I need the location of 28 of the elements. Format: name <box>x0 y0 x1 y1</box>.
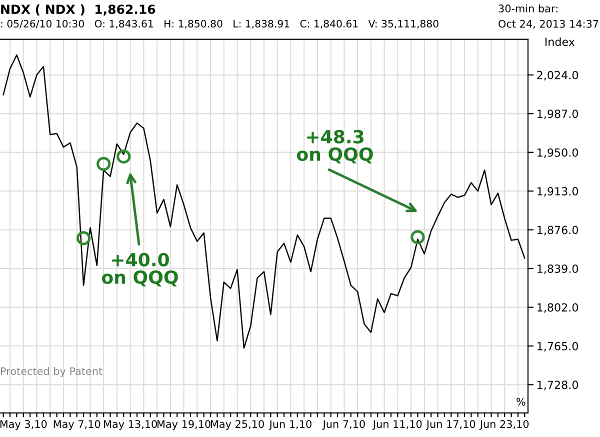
text: Oct 24, 2013 14:37 <box>498 20 598 29</box>
y-tick-label: 1,765.0 <box>538 342 578 352</box>
annotation: Protected by Patent <box>1 367 102 378</box>
y-tick-label: 1,876.0 <box>538 226 578 236</box>
y-tick-label: 1,802.0 <box>538 303 578 313</box>
y-tick-label: 1,987.0 <box>538 110 578 120</box>
y-tick-label: 1,913.0 <box>538 187 578 197</box>
y-tick-label: 1,728.0 <box>538 380 578 390</box>
annotation: % <box>516 398 526 406</box>
x-tick-label: May 3,10 <box>0 420 47 430</box>
annotation: +40.0 on QQQ <box>102 252 178 286</box>
x-tick-label: May 25,10 <box>210 420 264 430</box>
x-tick-label: May 19,10 <box>157 420 210 430</box>
x-tick-label: Jun 23,10 <box>479 420 529 430</box>
chart-title: NDX ( NDX ) 1,862.16 <box>1 4 156 16</box>
x-tick-label: May 7,10 <box>54 420 100 430</box>
chart-subtitle: : 05/26/10 10:30 O: 1,843.61 H: 1,850.80 L: 1,838.91 C: 1,840.61 V: 35,111,880 <box>1 20 438 29</box>
y-tick-label: 1,839.0 <box>538 264 578 274</box>
annotation: +48.3 on QQQ <box>296 130 373 164</box>
y-axis-title: Index <box>545 37 575 46</box>
x-tick-label: Jun 1,10 <box>268 420 312 430</box>
x-tick-label: Jun 11,10 <box>372 420 422 430</box>
y-tick-label: 1,950.0 <box>538 148 578 158</box>
text: 30-min bar: <box>498 4 558 12</box>
y-tick-label: 2,024.0 <box>537 70 578 80</box>
x-tick-label: Jun 7,10 <box>322 420 365 430</box>
x-tick-label: May 13,10 <box>104 420 157 430</box>
x-tick-label: Jun 17,10 <box>426 420 476 430</box>
